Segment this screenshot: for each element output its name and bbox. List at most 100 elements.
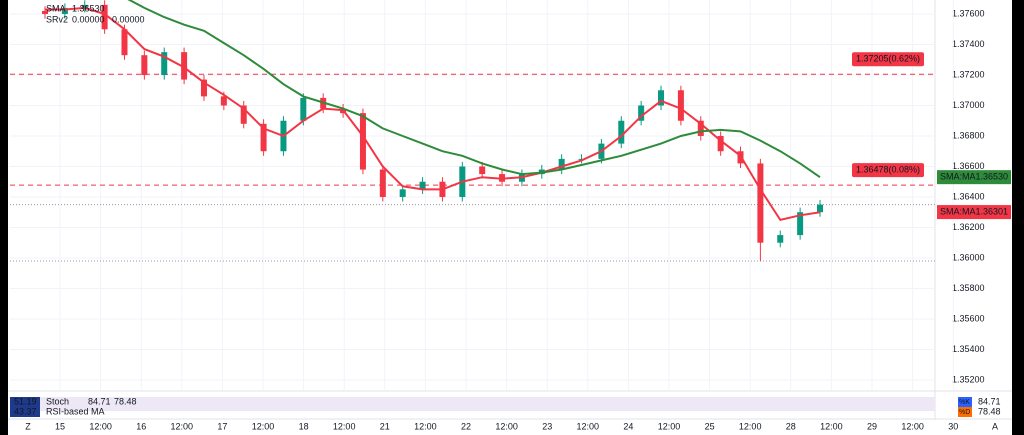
x-tick-label: 12:00 [901,421,924,431]
x-tick-label: 16 [136,421,146,431]
level-label: 1.37205(0.62%) [856,54,920,64]
candle-body [697,120,704,136]
x-tick-label: 29 [867,421,877,431]
candle-body [638,105,645,121]
x-tick-label: 12:00 [739,421,762,431]
x-tick-label: 12:00 [820,421,843,431]
y-tick-label: 1.37000 [952,100,985,110]
candle-body [181,52,188,80]
candle-body [677,90,684,121]
y-tick-label: 1.37200 [952,69,985,79]
x-tick-label: 18 [299,421,309,431]
sma-badge [937,205,1011,220]
candle-body [61,7,68,15]
candle-body [777,235,784,243]
legend-value: 0.00000 [72,14,105,24]
right-frame [1012,0,1024,435]
sma-badge-name: SMA:MA [940,172,976,182]
y-tick-label: 1.37400 [952,39,985,49]
x-tick-label: 22 [461,421,471,431]
x-tick-label: 12:00 [577,421,600,431]
sma-badge-name: SMA:MA [940,206,976,216]
osc-right-value: 84.71 [978,396,1001,406]
candle-body [200,79,207,97]
level-badge [852,163,924,178]
osc-reading: 78.48 [114,396,137,406]
x-tick-label: 15 [55,421,65,431]
x-tick-label: 12:00 [414,421,437,431]
osc-value: 43.37 [14,406,37,416]
y-tick-label: 1.35800 [952,283,985,293]
y-tick-label: 1.36800 [952,130,985,140]
x-tick-label: 12:00 [252,421,275,431]
x-tick-label: 12:00 [658,421,681,431]
legend-value: 1.36530 [72,3,105,13]
y-tick-label: 1.36400 [952,191,985,201]
x-tick-label: 24 [623,421,633,431]
toolbar-icon: Z [25,421,31,431]
osc-right-badge [958,407,972,417]
legend-name: SMA [46,3,66,13]
candle-body [379,169,386,197]
sma-badge-value: 1.36301 [975,206,1008,216]
y-tick-label: 1.36600 [952,161,985,171]
candle-body [618,120,625,144]
osc-value-badge [10,397,40,407]
left-frame [0,0,8,435]
y-tick-label: 1.36000 [952,252,985,262]
y-tick-label: 1.36200 [952,222,985,232]
osc-name: Stoch [46,396,69,406]
x-tick-label: 12:00 [333,421,356,431]
y-tick-label: 1.35400 [952,344,985,354]
x-tick-label: 28 [786,421,796,431]
osc-right-name: %K [959,399,970,406]
legend-value: 0.00000 [112,14,145,24]
candle-body [479,166,486,175]
candle-body [399,189,406,197]
candle-body [141,55,148,76]
level-badge [852,52,924,67]
x-tick-label: 21 [380,421,390,431]
candle-body [300,97,307,121]
x-tick-label: 12:00 [171,421,194,431]
toolbar-icon: A [992,421,998,431]
x-tick-label: 12:00 [495,421,518,431]
legend-name: SRv2 [46,14,68,24]
y-tick-label: 1.37600 [952,8,985,18]
candle-body [797,212,804,236]
x-tick-label: 25 [705,421,715,431]
x-tick-label: 17 [217,421,227,431]
candle-body [101,4,108,30]
candle-body [757,163,764,243]
sma-badge-value: 1.36530 [975,172,1008,182]
candle-body [240,105,247,124]
candle-body [42,10,48,15]
candle-body [121,29,128,56]
level-label: 1.36478(0.08%) [856,164,920,174]
candle-body [359,113,366,170]
osc-right-badge [958,397,972,407]
sma-line [127,0,821,179]
y-tick-label: 1.35600 [952,313,985,323]
x-tick-label: 12:00 [89,421,112,431]
x-tick-label: 30 [948,421,958,431]
osc-right-name: %D [959,409,970,416]
osc-right-value: 78.48 [978,406,1001,416]
sma-line [45,6,821,222]
osc-name: RSI-based MA [46,406,105,416]
candle-body [81,4,88,8]
candle-body [220,96,227,106]
osc-value: 51.19 [14,396,37,406]
candle-body [419,181,426,190]
osc-value-badge [10,407,40,417]
candle-body [817,204,823,213]
y-tick-label: 1.35200 [952,374,985,384]
candle-body [658,90,665,106]
sma-badge [937,170,1011,185]
osc-reading: 84.71 [88,396,111,406]
oscillator-band [10,397,935,411]
candle-body [161,52,168,76]
candle-body [717,135,724,152]
candle-body [260,123,267,152]
